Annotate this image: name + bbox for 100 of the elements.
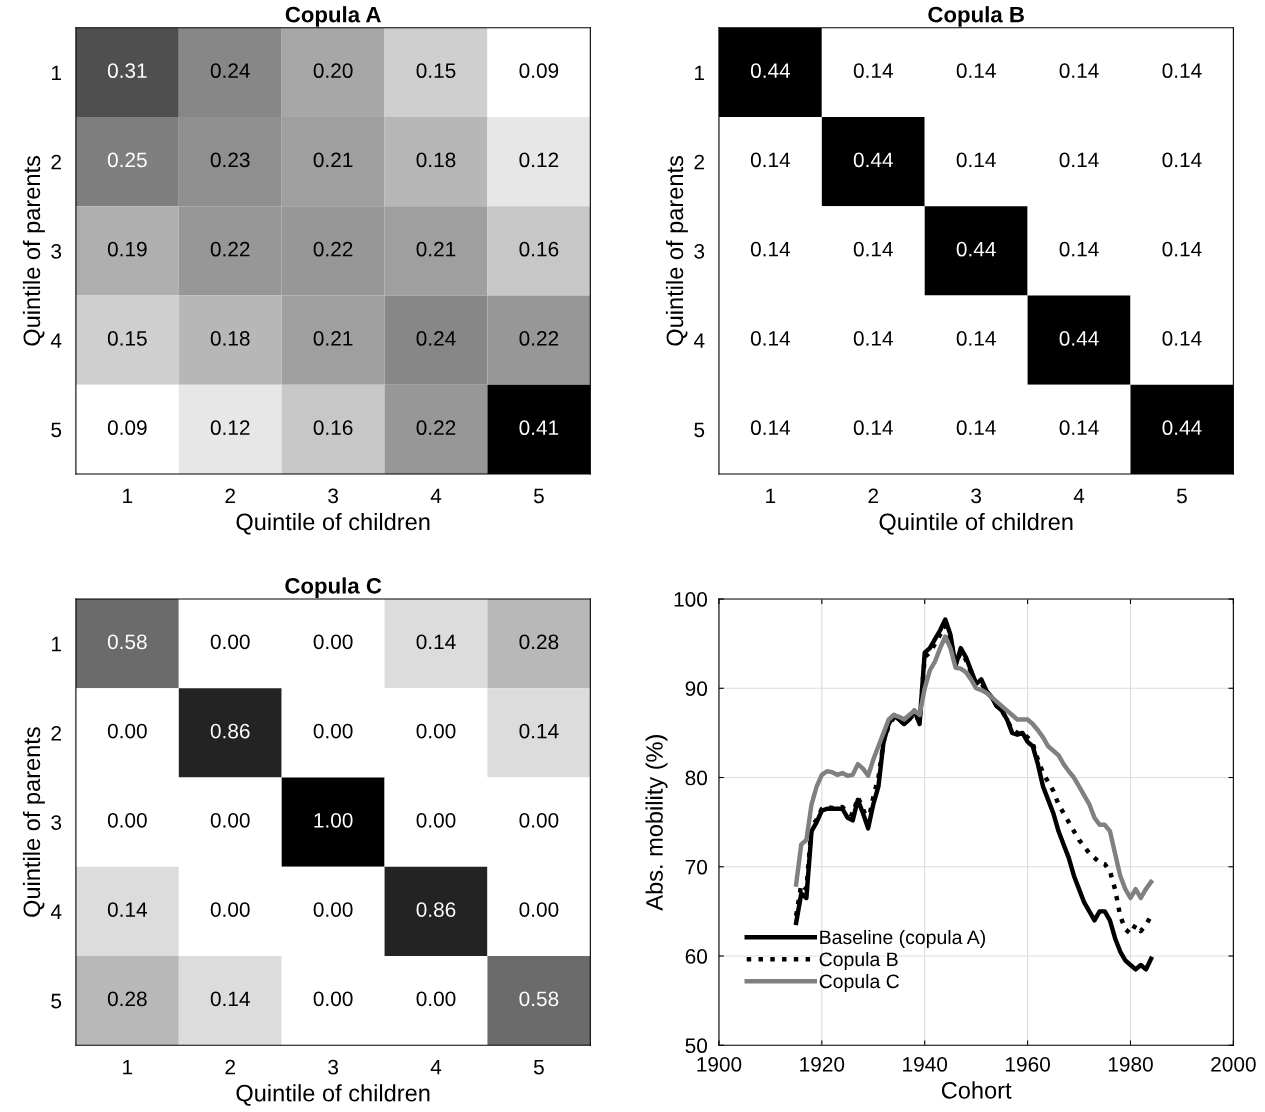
data-label: 0.31 xyxy=(107,63,147,79)
data-label: 0.14 xyxy=(853,331,893,346)
data-label: 0.00 xyxy=(313,634,353,650)
x-tick-label: 1900 xyxy=(697,1056,742,1072)
y-tick-label: 1 xyxy=(52,636,61,652)
y-tick-label: 1 xyxy=(695,65,705,80)
data-label: 0.00 xyxy=(107,812,147,828)
x-tick-label: 1940 xyxy=(903,1056,948,1072)
y-tick-label: 2 xyxy=(694,154,705,170)
data-label: 0.00 xyxy=(519,812,559,828)
data-label: 0.86 xyxy=(210,723,250,739)
data-label: 0.14 xyxy=(519,723,559,739)
x-tick-label: 5 xyxy=(533,1059,544,1075)
y-tick-label: 90 xyxy=(685,681,708,697)
x-tick-label: 3 xyxy=(328,1059,338,1075)
data-label: 0.14 xyxy=(750,152,791,168)
x-tick-label: 1 xyxy=(123,488,133,504)
data-label: 0.20 xyxy=(313,63,353,79)
data-label: 0.18 xyxy=(210,331,250,346)
data-label: 0.21 xyxy=(416,241,456,257)
x-tick-label: 3 xyxy=(971,488,982,504)
data-label: 0.00 xyxy=(416,991,456,1007)
y-tick-label: 3 xyxy=(694,243,705,259)
data-label: 0.00 xyxy=(107,723,147,739)
data-label: 0.44 xyxy=(1162,420,1202,436)
legend-label: Copula C xyxy=(819,973,899,993)
data-label: 0.14 xyxy=(956,331,996,346)
x-tick-label: 3 xyxy=(328,488,338,504)
y-tick-label: 2 xyxy=(51,725,61,741)
data-label: 0.21 xyxy=(313,331,353,346)
data-label: 0.14 xyxy=(416,634,456,650)
data-label: 0.24 xyxy=(210,63,250,79)
y-tick-label: 4 xyxy=(50,904,62,919)
data-label: 0.14 xyxy=(956,420,996,436)
data-label: 0.14 xyxy=(853,420,893,436)
data-label: 0.25 xyxy=(107,152,147,168)
data-label: 0.22 xyxy=(210,241,250,257)
data-label: 0.14 xyxy=(956,63,996,79)
x-axis-title: Quintile of children xyxy=(236,512,430,535)
data-label: 0.00 xyxy=(313,991,353,1007)
x-tick-label: 4 xyxy=(1073,488,1085,504)
data-label: 0.28 xyxy=(519,634,559,650)
y-tick-label: 3 xyxy=(51,815,62,830)
data-label: 0.22 xyxy=(519,331,559,346)
legend-label: Copula B xyxy=(819,951,898,971)
data-label: 0.58 xyxy=(107,634,147,650)
data-label: 0.58 xyxy=(519,991,559,1007)
data-label: 0.00 xyxy=(210,634,250,650)
data-label: 0.15 xyxy=(416,63,456,79)
x-tick-label: 1920 xyxy=(800,1056,845,1072)
data-label: 0.44 xyxy=(956,241,996,257)
y-tick-label: 5 xyxy=(51,422,62,438)
x-tick-label: 1 xyxy=(766,488,776,504)
data-label: 0.86 xyxy=(416,902,456,917)
x-tick-label: 5 xyxy=(1176,488,1187,504)
data-label: 0.12 xyxy=(210,420,250,436)
x-tick-label: 4 xyxy=(430,1059,442,1075)
y-tick-label: 1 xyxy=(52,65,61,80)
data-label: 0.44 xyxy=(750,63,791,79)
data-label: 0.09 xyxy=(107,420,147,436)
data-label: 0.09 xyxy=(519,63,559,79)
data-label: 0.14 xyxy=(210,991,250,1007)
x-tick-label: 2 xyxy=(868,488,879,504)
data-label: 0.44 xyxy=(853,152,893,168)
chart-title: Copula A xyxy=(285,6,381,27)
y-axis-title: Abs. mobility (%) xyxy=(645,735,668,911)
data-label: 0.44 xyxy=(1059,331,1099,346)
y-tick-label: 5 xyxy=(51,993,62,1009)
data-label: 0.00 xyxy=(416,723,456,739)
y-tick-label: 60 xyxy=(685,949,708,964)
legend-label: Baseline (copula A) xyxy=(820,929,986,949)
y-tick-label: 3 xyxy=(51,243,62,259)
y-tick-label: 70 xyxy=(685,859,708,875)
data-label: 0.15 xyxy=(107,331,147,346)
y-axis-title: Quintile of parents xyxy=(665,155,688,346)
data-label: 0.24 xyxy=(416,331,456,346)
y-tick-label: 2 xyxy=(51,154,61,170)
data-label: 0.16 xyxy=(519,241,559,257)
x-tick-label: 2 xyxy=(225,1059,235,1075)
y-tick-label: 4 xyxy=(693,333,705,348)
y-tick-label: 50 xyxy=(685,1038,708,1054)
x-tick-label: 5 xyxy=(533,488,544,504)
y-tick-label: 5 xyxy=(694,422,705,438)
x-tick-label: 1960 xyxy=(1006,1056,1050,1072)
y-axis-title: Quintile of parents xyxy=(22,727,45,917)
x-tick-label: 1980 xyxy=(1108,1056,1153,1072)
data-label: 0.14 xyxy=(853,63,893,79)
data-label: 0.00 xyxy=(210,812,250,828)
data-label: 0.14 xyxy=(1162,152,1202,168)
data-label: 0.14 xyxy=(750,241,791,257)
data-label: 0.14 xyxy=(1059,241,1099,257)
x-tick-label: 1 xyxy=(123,1059,133,1075)
data-label: 0.00 xyxy=(313,902,353,917)
data-label: 0.22 xyxy=(313,241,353,257)
y-tick-label: 4 xyxy=(50,333,62,348)
data-label: 0.14 xyxy=(750,331,791,346)
data-label: 0.14 xyxy=(1059,152,1099,168)
x-axis-title: Cohort xyxy=(941,1081,1012,1099)
data-label: 0.18 xyxy=(416,152,456,168)
data-label: 0.14 xyxy=(853,241,893,257)
